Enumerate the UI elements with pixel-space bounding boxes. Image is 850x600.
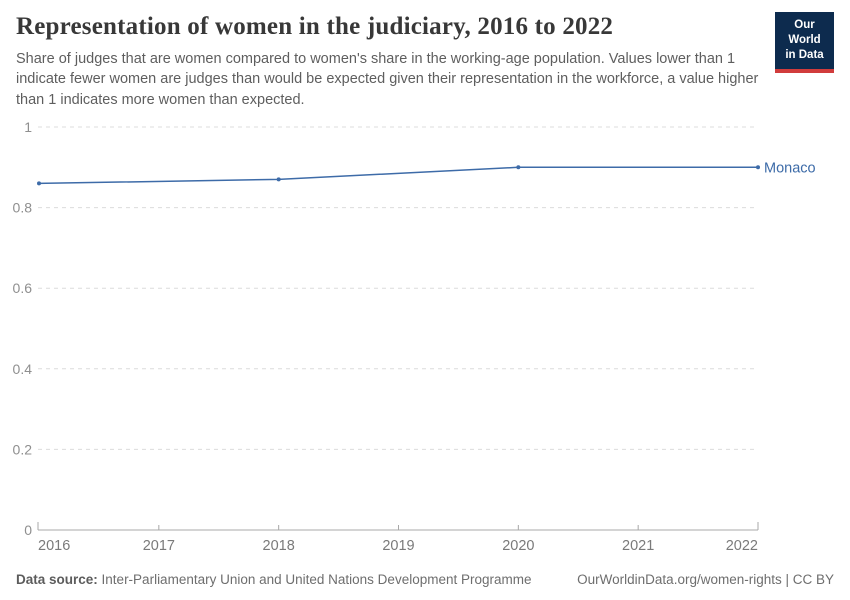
data-source: Data source: Inter-Parliamentary Union a… (16, 572, 532, 587)
series-label[interactable]: Monaco (764, 160, 816, 176)
page-title: Representation of women in the judiciary… (16, 13, 614, 40)
data-point[interactable] (756, 165, 760, 170)
data-point[interactable] (516, 165, 521, 170)
owid-logo-line2: in Data (785, 48, 824, 61)
owid-logo-line1: Our World (788, 19, 821, 46)
owid-link[interactable]: OurWorldinData.org/women-rights | CC BY (577, 572, 834, 587)
x-axis-tick-label: 2020 (502, 538, 534, 554)
chart-subtitle: Share of judges that are women compared … (16, 50, 759, 108)
x-axis-tick-label: 2022 (726, 538, 758, 554)
owid-logo[interactable]: Our World in Data (775, 12, 834, 73)
line-chart: 0 0.2 0.4 0.6 0.8 1 2016 2017 2018 2019 2020 2021 20… (13, 119, 816, 554)
y-axis-tick-label: 0.4 (13, 361, 33, 377)
x-axis-tick-label: 2019 (382, 538, 414, 554)
data-point[interactable] (37, 181, 41, 186)
chart-header: Representation of women in the judiciary… (16, 13, 834, 110)
series-line-monaco[interactable] (38, 166, 758, 185)
x-axis-tick-label: 2017 (143, 538, 175, 554)
data-source-label: Data source: (16, 572, 98, 587)
x-axis-tick-label: 2021 (622, 538, 654, 554)
chart-footer: Data source: Inter-Parliamentary Union a… (16, 572, 834, 587)
x-axis-tick-label: 2018 (263, 538, 295, 554)
y-axis-tick-label: 0 (24, 522, 32, 538)
y-axis-tick-label: 0.8 (13, 200, 33, 216)
data-point[interactable] (276, 177, 281, 182)
x-axis-tick-label: 2016 (38, 538, 70, 554)
y-axis-tick-label: 1 (24, 119, 32, 135)
y-axis-tick-label: 0.2 (13, 441, 33, 457)
data-source-text: Inter-Parliamentary Union and United Nat… (101, 572, 532, 587)
y-axis-tick-label: 0.6 (13, 280, 33, 296)
